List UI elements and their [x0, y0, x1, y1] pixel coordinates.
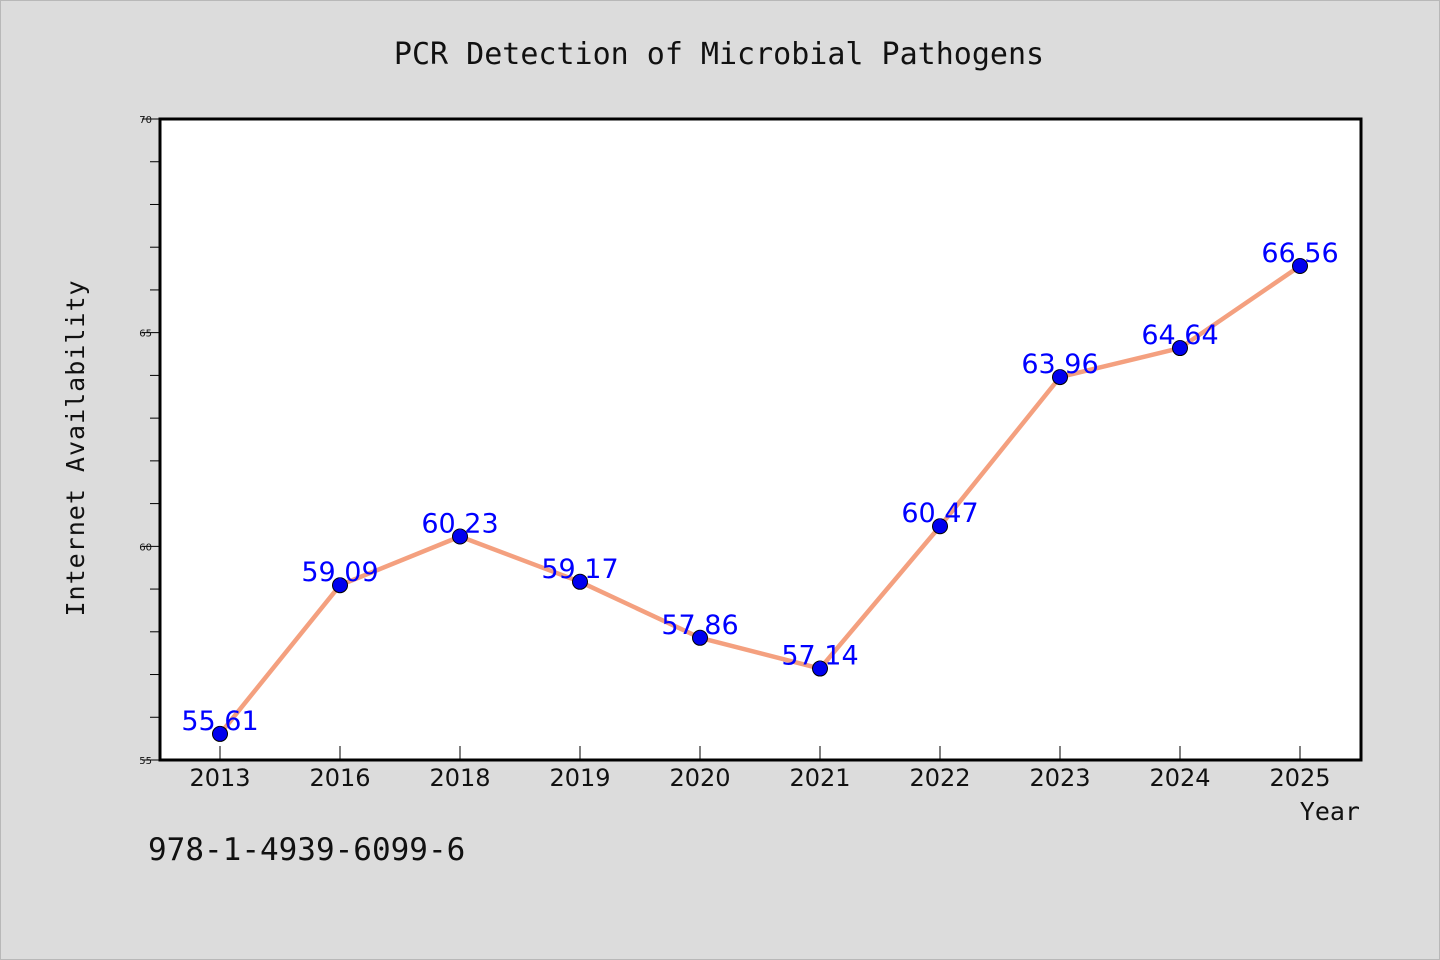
data-point: [212, 725, 228, 742]
data-label: 66.56: [1261, 238, 1338, 269]
series-markers: [212, 258, 1308, 742]
x-tick-label: 2016: [309, 764, 370, 792]
y-tick-label: 70: [139, 115, 152, 126]
x-tick-label: 2019: [549, 764, 610, 792]
data-point: [572, 573, 588, 590]
x-axis: 2013 2016 2018 2019 2020 2021 2022 2023 2024 2025: [189, 746, 1331, 792]
x-tick-label: 2025: [1269, 764, 1330, 792]
data-label: 63.96: [1021, 349, 1098, 380]
data-point: [452, 528, 468, 545]
x-axis-label: Year: [1300, 797, 1360, 826]
data-label: 57.14: [781, 641, 858, 672]
data-label: 64.64: [1141, 320, 1218, 351]
plot-area: [158, 117, 1363, 762]
data-point: [332, 577, 348, 594]
data-point: [1172, 340, 1188, 357]
data-point: [692, 629, 708, 646]
x-tick-label: 2022: [909, 764, 970, 792]
data-label: 57.86: [661, 610, 738, 641]
data-label: 60.47: [901, 498, 978, 529]
x-tick-label: 2018: [429, 764, 490, 792]
data-label: 55.61: [181, 706, 258, 737]
data-point: [932, 518, 948, 535]
data-label: 60.23: [421, 509, 498, 540]
chart-title: PCR Detection of Microbial Pathogens: [394, 37, 1044, 72]
series-line: [217, 263, 1303, 737]
y-axis: 55 60 65 70: [139, 115, 160, 767]
x-tick-label: 2013: [189, 764, 250, 792]
y-axis-label: Internet Availability: [61, 279, 90, 616]
x-tick-label: 2021: [789, 764, 850, 792]
y-tick-label: 60: [139, 542, 152, 553]
data-label: 59.09: [301, 557, 378, 588]
data-point: [812, 660, 828, 677]
x-tick-label: 2024: [1149, 764, 1210, 792]
isbn-text: 978-1-4939-6099-6: [148, 832, 466, 868]
data-point: [1052, 369, 1068, 386]
x-tick-label: 2023: [1029, 764, 1090, 792]
data-label: 59.17: [541, 554, 618, 585]
y-tick-label: 55: [139, 756, 152, 767]
y-tick-label: 65: [139, 329, 152, 340]
data-labels: 55.61 59.09 60.23 59.17 57.86 57.14 60.47 63.96…: [181, 238, 1338, 737]
data-point: [1292, 258, 1308, 275]
x-tick-label: 2020: [669, 764, 730, 792]
